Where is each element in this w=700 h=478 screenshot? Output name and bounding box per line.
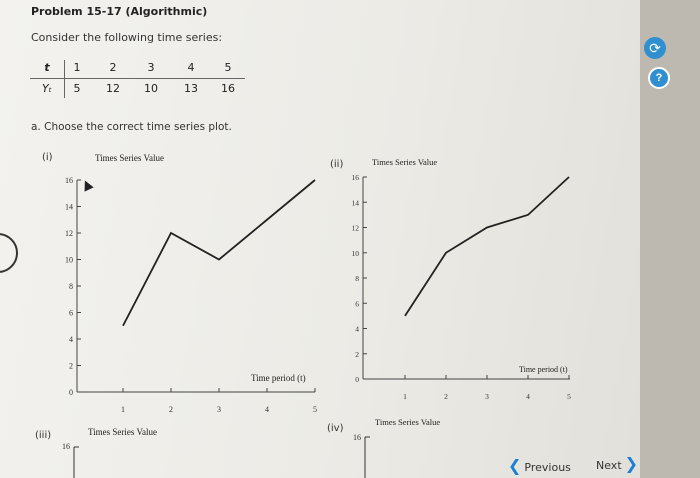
x-tick-label: 5 bbox=[567, 392, 571, 401]
question-a-prompt: a. Choose the correct time series plot. bbox=[31, 121, 232, 133]
x-tick-label: 2 bbox=[444, 392, 448, 401]
t-cell: 5 bbox=[224, 61, 232, 74]
x-tick-label: 2 bbox=[169, 405, 173, 414]
y-tick-label: 8 bbox=[69, 282, 73, 291]
y-tick-label: 10 bbox=[352, 249, 360, 258]
y-tick-label: 12 bbox=[352, 224, 360, 233]
help-icon[interactable]: ? bbox=[648, 67, 670, 89]
x-tick-label: 4 bbox=[265, 405, 269, 414]
x-tick-label: 3 bbox=[217, 405, 221, 414]
t-header: t bbox=[44, 61, 50, 74]
previous-label: Previous bbox=[524, 461, 571, 474]
y-tick-label: 6 bbox=[355, 299, 359, 308]
plot-i-title: Times Series Value bbox=[95, 153, 165, 163]
previous-button[interactable]: ❮ Previous bbox=[508, 456, 571, 475]
y-tick-label: 16 bbox=[352, 173, 360, 182]
problem-page: Problem 15-17 (Algorithmic) Consider the… bbox=[0, 0, 640, 478]
y-cell: 13 bbox=[184, 82, 198, 95]
y-tick-label: 16 bbox=[65, 176, 73, 185]
plot-iii-title: Times Series Value bbox=[88, 427, 158, 437]
series-line bbox=[404, 176, 570, 317]
y-tick-label: 10 bbox=[65, 256, 73, 265]
y-cell: 16 bbox=[221, 82, 235, 95]
x-tick-label: 1 bbox=[121, 405, 125, 414]
y-tick-label: 8 bbox=[355, 274, 359, 283]
y-tick-label: 0 bbox=[69, 388, 73, 397]
plot-i-option[interactable]: (i) bbox=[42, 152, 53, 163]
y-tick-label: 0 bbox=[355, 375, 359, 384]
time-series-table: t Yₜ 1 2 3 4 5 5 12 10 13 16 bbox=[30, 58, 245, 100]
y-tick-label: 14 bbox=[65, 203, 73, 212]
plot-ii-title: Times Series Value bbox=[372, 157, 438, 167]
y-tick-label: 14 bbox=[352, 198, 360, 207]
next-label: Next bbox=[596, 459, 622, 472]
y-cell: 5 bbox=[73, 82, 81, 95]
y-cell: 10 bbox=[144, 82, 158, 95]
plot-ii-option[interactable]: (ii) bbox=[330, 159, 344, 170]
t-cell: 3 bbox=[147, 61, 155, 74]
y-tick-label: 4 bbox=[355, 325, 359, 334]
table-divider-vertical bbox=[64, 60, 65, 98]
t-cell: 4 bbox=[187, 61, 195, 74]
refresh-icon[interactable]: ⟳ bbox=[644, 37, 666, 59]
plot-iv-axis bbox=[364, 436, 370, 478]
next-button[interactable]: Next ❯ bbox=[596, 454, 638, 473]
y-cell: 12 bbox=[106, 82, 120, 95]
chevron-right-icon: ❯ bbox=[624, 454, 639, 473]
y-tick-label: 2 bbox=[69, 362, 73, 371]
y-tick-label: 4 bbox=[69, 335, 73, 344]
problem-title: Problem 15-17 (Algorithmic) bbox=[31, 5, 208, 18]
plot-iv-title: Times Series Value bbox=[375, 417, 441, 427]
y-tick-label: 12 bbox=[65, 229, 73, 238]
problem-intro: Consider the following time series: bbox=[31, 31, 223, 44]
x-tick-label: 4 bbox=[526, 392, 530, 401]
plot-iii-axis bbox=[73, 446, 79, 478]
plot-ii-xlabel: Time period (t) bbox=[519, 365, 568, 374]
t-cell: 1 bbox=[73, 61, 81, 74]
chevron-left-icon: ❮ bbox=[508, 456, 522, 475]
t-cell: 2 bbox=[109, 61, 117, 74]
x-tick-label: 1 bbox=[403, 392, 407, 401]
plot-i-xlabel: Time period (t) bbox=[251, 373, 306, 383]
series-line bbox=[122, 179, 316, 327]
y-tick-label: 2 bbox=[355, 350, 359, 359]
plot-iv-option[interactable]: (iv) bbox=[327, 423, 344, 434]
y-tick-label: 6 bbox=[69, 309, 73, 318]
plot-iv-y-tick: 16 bbox=[353, 433, 361, 442]
x-tick-label: 3 bbox=[485, 392, 489, 401]
y-header: Yₜ bbox=[42, 82, 52, 95]
plot-iii-y-tick: 16 bbox=[62, 442, 70, 451]
plot-iii-option[interactable]: (iii) bbox=[35, 430, 52, 441]
table-divider-horizontal bbox=[30, 78, 245, 79]
x-tick-label: 5 bbox=[313, 405, 317, 414]
